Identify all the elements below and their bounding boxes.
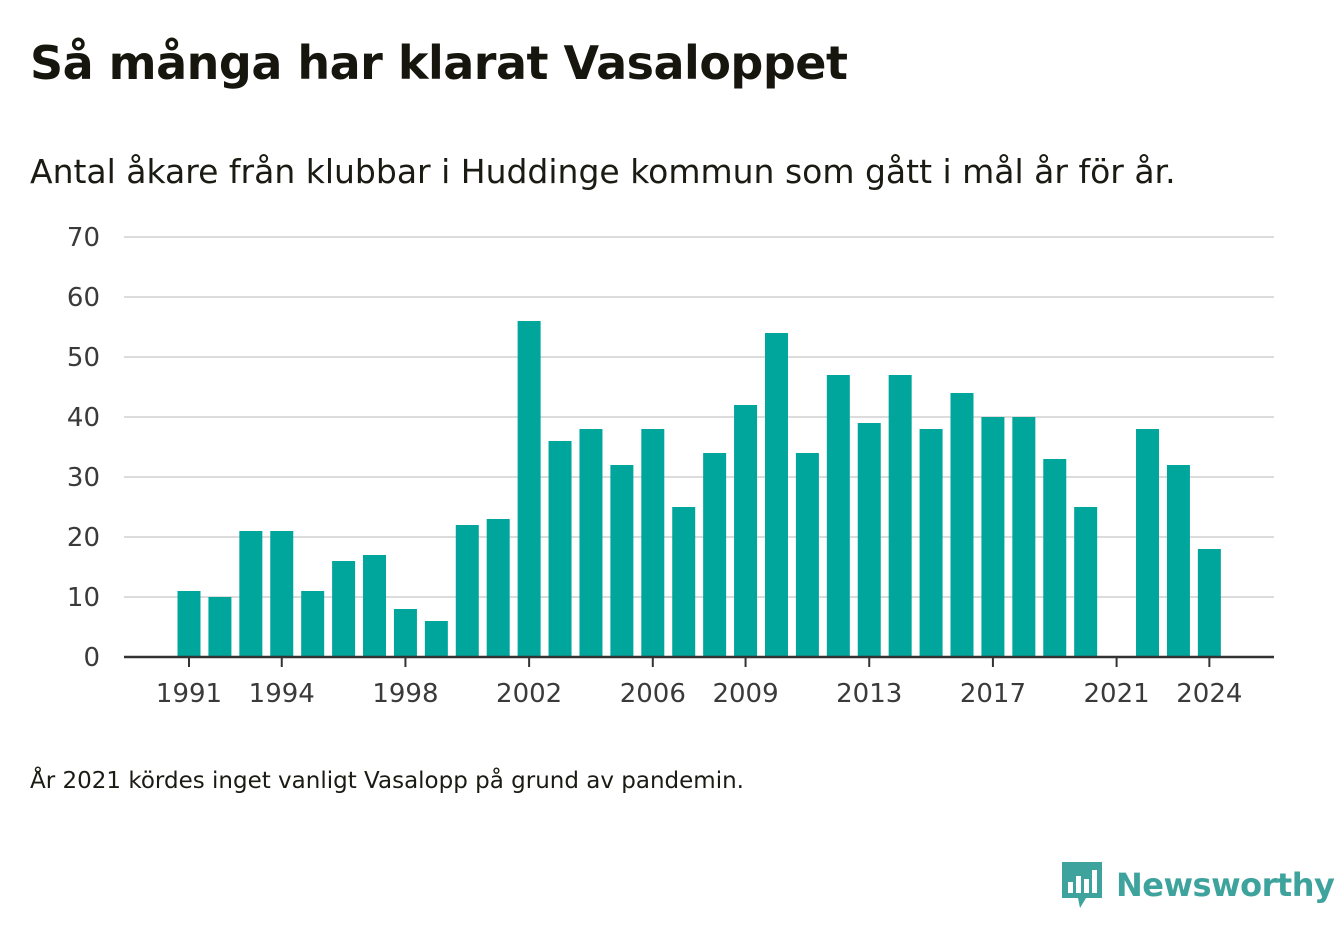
bar-1995 — [301, 591, 325, 657]
y-tick-label: 70 — [67, 223, 100, 253]
y-tick-label: 20 — [67, 523, 100, 553]
bar-2011 — [795, 453, 819, 657]
x-tick-label: 2006 — [620, 679, 686, 709]
bar-2013 — [857, 423, 881, 657]
x-tick-label: 1994 — [249, 679, 315, 709]
footnote: År 2021 kördes inget vanligt Vasalopp på… — [30, 768, 744, 794]
bar-2003 — [548, 441, 572, 657]
brand: Newsworthy — [1060, 860, 1335, 910]
bar-2000 — [455, 525, 479, 657]
bar-1996 — [332, 561, 356, 657]
x-tick-label: 1998 — [372, 679, 438, 709]
bar-1994 — [270, 531, 294, 657]
bar-2001 — [486, 519, 510, 657]
bar-1999 — [424, 621, 448, 657]
bar-2007 — [672, 507, 696, 657]
y-tick-label: 10 — [67, 583, 100, 613]
bars — [177, 321, 1221, 657]
bar-2016 — [950, 393, 974, 657]
y-tick-label: 30 — [67, 463, 100, 493]
x-tick-label: 1991 — [156, 679, 222, 709]
newsworthy-logo-icon — [1062, 862, 1102, 908]
bar-chart: 0 10 20 30 40 50 60 70 1991 1994 1998 2002 2006 2009… — [67, 223, 1274, 709]
bar-2022 — [1136, 429, 1160, 657]
bar-2010 — [764, 333, 788, 657]
bar-1997 — [363, 555, 387, 657]
bar-1992 — [208, 597, 232, 657]
y-axis-labels: 0 10 20 30 40 50 60 70 — [67, 223, 100, 673]
x-tick-label: 2024 — [1176, 679, 1242, 709]
bar-1998 — [393, 609, 417, 657]
bar-2017 — [981, 417, 1005, 657]
bar-2015 — [919, 429, 943, 657]
chart-subtitle: Antal åkare från klubbar i Huddinge komm… — [30, 152, 1176, 191]
y-tick-label: 50 — [67, 343, 100, 373]
bar-1993 — [239, 531, 263, 657]
bar-2002 — [517, 321, 541, 657]
bar-2023 — [1166, 465, 1190, 657]
bar-2004 — [579, 429, 603, 657]
x-axis-labels: 1991 1994 1998 2002 2006 2009 2013 2017 2021 2024 — [156, 679, 1243, 709]
bar-2019 — [1043, 459, 1067, 657]
brand-name: Newsworthy — [1116, 866, 1335, 904]
chart-title: Så många har klarat Vasaloppet — [30, 36, 848, 90]
bar-2009 — [734, 405, 758, 657]
bar-2024 — [1197, 549, 1221, 657]
bar-1991 — [177, 591, 201, 657]
grid-lines — [124, 236, 1274, 598]
bar-2012 — [826, 375, 850, 657]
bar-2008 — [703, 453, 727, 657]
bar-2005 — [610, 465, 634, 657]
bar-2018 — [1012, 417, 1036, 657]
y-tick-label: 40 — [67, 403, 100, 433]
x-tick-label: 2002 — [496, 679, 562, 709]
y-tick-label: 60 — [67, 283, 100, 313]
x-tick-label: 2009 — [712, 679, 778, 709]
x-axis — [124, 655, 1274, 667]
x-tick-label: 2017 — [960, 679, 1026, 709]
y-tick-label: 0 — [83, 643, 100, 673]
x-tick-label: 2021 — [1084, 679, 1150, 709]
x-tick-label: 2013 — [836, 679, 902, 709]
bar-2014 — [888, 375, 912, 657]
bar-2020 — [1074, 507, 1098, 657]
bar-2006 — [641, 429, 665, 657]
